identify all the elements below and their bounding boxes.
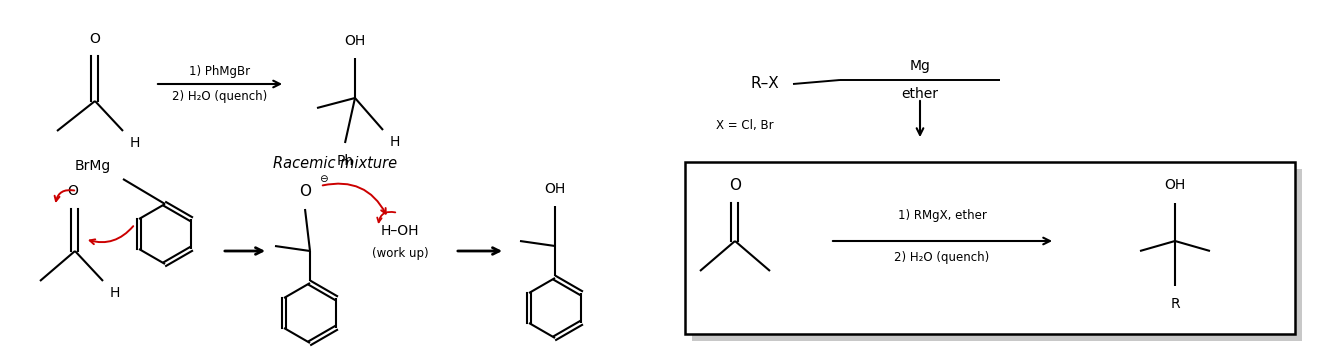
Text: O: O [90,32,100,46]
Bar [691,169,1302,341]
Text: ⊖: ⊖ [319,174,328,184]
Text: H: H [110,286,120,300]
Text: R: R [1170,297,1179,311]
Text: O: O [728,178,742,193]
Text: BrMg: BrMg [75,159,111,173]
Text: (work up): (work up) [371,246,428,260]
Text: H–OH: H–OH [381,224,419,238]
Text: 2) H₂O (quench): 2) H₂O (quench) [895,251,990,265]
Text: H: H [390,135,401,149]
Text: Mg: Mg [910,59,931,73]
Text: 2) H₂O (quench): 2) H₂O (quench) [172,90,267,104]
Text: Ph: Ph [336,154,353,168]
Text: X = Cl, Br: X = Cl, Br [717,120,773,132]
Text: 1) RMgX, ether: 1) RMgX, ether [898,209,986,222]
Text: OH: OH [545,182,566,196]
Text: OH: OH [1165,178,1186,192]
Text: O: O [299,183,311,199]
Text: OH: OH [344,34,366,48]
Text: Racemic mixture: Racemic mixture [272,157,397,172]
Text: R–X: R–X [751,77,780,91]
Text: 1) PhMgBr: 1) PhMgBr [189,64,251,78]
Bar [685,162,1296,334]
Text: ether: ether [902,87,939,101]
Text: O: O [67,184,78,198]
Text: H: H [130,136,140,150]
